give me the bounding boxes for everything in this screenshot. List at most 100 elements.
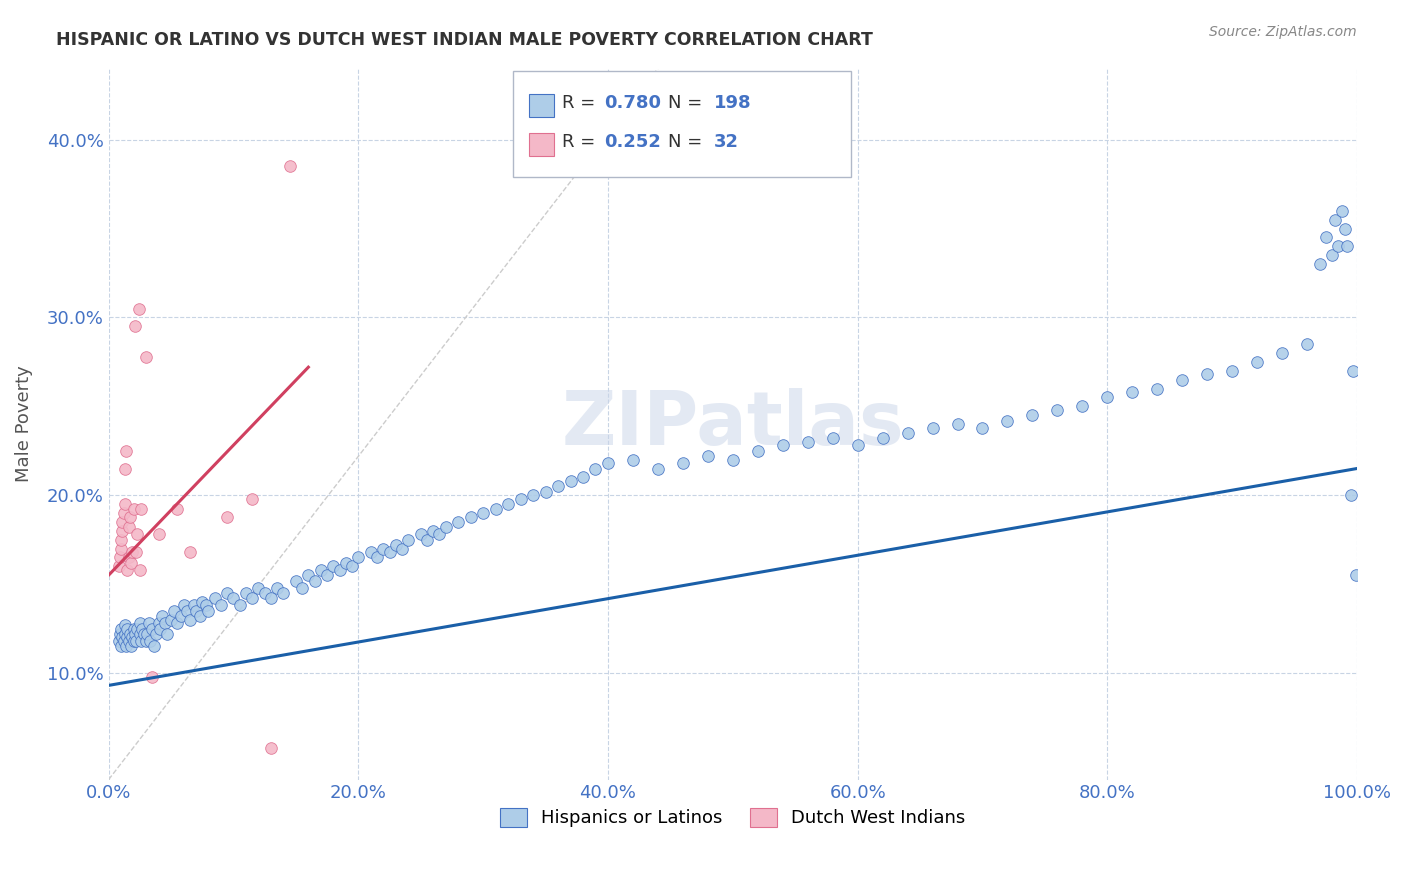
Point xyxy=(316,568,339,582)
Point xyxy=(228,599,250,613)
Point xyxy=(118,627,141,641)
Point xyxy=(117,520,139,534)
Point xyxy=(1320,248,1343,262)
Point xyxy=(1296,337,1319,351)
Point xyxy=(118,509,141,524)
Point xyxy=(127,622,149,636)
Point xyxy=(183,599,205,613)
Text: N =: N = xyxy=(668,133,707,151)
Y-axis label: Male Poverty: Male Poverty xyxy=(15,366,32,483)
Point xyxy=(253,586,276,600)
Point xyxy=(547,479,569,493)
Point xyxy=(434,520,457,534)
Point xyxy=(240,491,263,506)
Point xyxy=(429,527,451,541)
Point xyxy=(184,604,207,618)
Point xyxy=(972,420,994,434)
Text: R =: R = xyxy=(562,94,602,112)
Point xyxy=(1344,568,1367,582)
Point xyxy=(472,506,495,520)
Point xyxy=(1330,203,1353,218)
Point xyxy=(1315,230,1337,244)
Point xyxy=(117,622,139,636)
Text: N =: N = xyxy=(668,94,707,112)
Point xyxy=(322,559,344,574)
Point xyxy=(122,502,145,516)
Point xyxy=(1097,391,1119,405)
Text: ZIPatlas: ZIPatlas xyxy=(561,387,904,460)
Point xyxy=(127,527,149,541)
Point xyxy=(153,616,176,631)
Point xyxy=(373,541,395,556)
Point xyxy=(197,604,219,618)
Text: 32: 32 xyxy=(714,133,740,151)
Point xyxy=(120,640,142,654)
Point xyxy=(173,599,195,613)
Point xyxy=(416,533,439,547)
Point xyxy=(278,159,301,173)
Point xyxy=(117,563,139,577)
Point xyxy=(136,627,159,641)
Point xyxy=(796,434,818,449)
Point xyxy=(166,616,188,631)
Point xyxy=(122,634,145,648)
Point xyxy=(240,591,263,606)
Point xyxy=(534,484,557,499)
Point xyxy=(1327,239,1350,253)
Point xyxy=(460,509,482,524)
Text: Source: ZipAtlas.com: Source: ZipAtlas.com xyxy=(1209,25,1357,39)
Point xyxy=(1220,364,1243,378)
Point xyxy=(1071,399,1094,413)
Point xyxy=(121,631,143,645)
Point xyxy=(142,640,165,654)
Point xyxy=(217,586,239,600)
Point xyxy=(149,622,172,636)
Point xyxy=(596,456,619,470)
Point xyxy=(572,470,595,484)
Point xyxy=(191,595,214,609)
Point xyxy=(209,599,232,613)
Point xyxy=(117,550,139,565)
Point xyxy=(335,556,357,570)
Point xyxy=(560,474,582,488)
Point xyxy=(1323,212,1346,227)
Point xyxy=(124,319,146,334)
Point xyxy=(266,581,288,595)
Point xyxy=(1336,239,1358,253)
Point xyxy=(522,488,544,502)
Point xyxy=(396,533,419,547)
Point xyxy=(135,634,157,648)
Point xyxy=(340,559,363,574)
Point xyxy=(156,627,179,641)
Point xyxy=(1146,382,1168,396)
Point xyxy=(150,609,173,624)
Point xyxy=(235,586,257,600)
Point xyxy=(108,550,131,565)
Point xyxy=(260,740,283,755)
Point xyxy=(120,556,142,570)
Point xyxy=(162,604,184,618)
Point xyxy=(1121,385,1143,400)
Point xyxy=(696,449,718,463)
Point xyxy=(114,497,136,511)
Point xyxy=(117,631,139,645)
Point xyxy=(139,634,162,648)
Point xyxy=(647,461,669,475)
Point xyxy=(107,634,129,648)
Point xyxy=(179,613,201,627)
Point xyxy=(135,350,157,364)
Point xyxy=(128,616,150,631)
Point xyxy=(117,634,139,648)
Point xyxy=(360,545,382,559)
Point xyxy=(946,417,969,431)
Point xyxy=(1271,346,1294,360)
Point xyxy=(585,461,607,475)
Point xyxy=(247,581,270,595)
Point xyxy=(1340,488,1362,502)
Point xyxy=(114,627,136,641)
Point xyxy=(121,545,143,559)
Point xyxy=(1021,408,1043,422)
Point xyxy=(222,591,245,606)
Point xyxy=(132,627,155,641)
Point xyxy=(129,502,152,516)
